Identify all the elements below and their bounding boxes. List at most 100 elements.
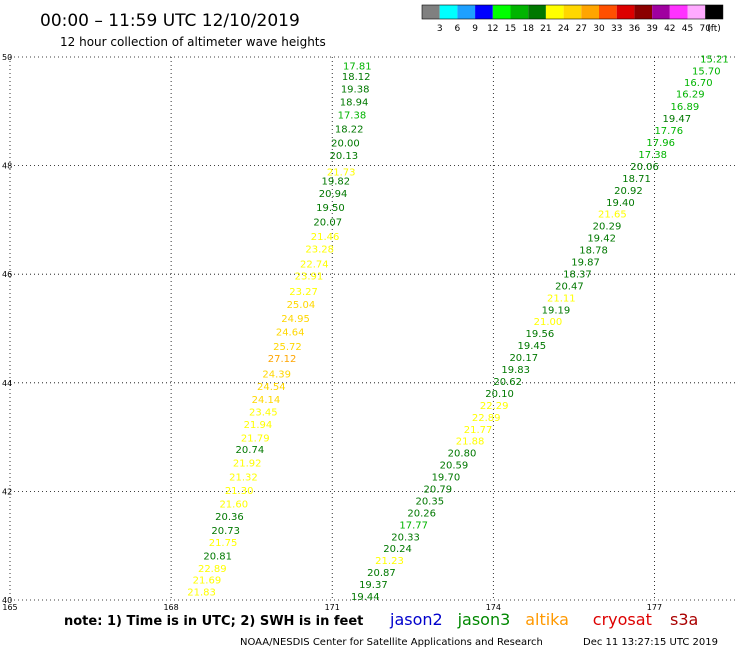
- wave-height-label: 20.17: [509, 353, 538, 364]
- colorbar-swatch: [475, 5, 493, 19]
- colorbar-swatch: [669, 5, 688, 19]
- wave-height-label: 22.89: [472, 413, 501, 424]
- x-tick-label: 165: [2, 603, 17, 612]
- wave-height-label: 21.77: [464, 425, 493, 436]
- wave-height-label: 17.96: [646, 138, 675, 149]
- colorbar-label: 33: [611, 24, 622, 34]
- colorbar-swatch: [422, 5, 440, 19]
- footer-timestamp: Dec 11 13:27:15 UTC 2019: [583, 637, 718, 648]
- colorbar-swatch: [510, 5, 529, 19]
- wave-height-label: 18.94: [340, 97, 369, 108]
- wave-height-label: 19.40: [606, 198, 635, 209]
- wave-height-label: 20.80: [448, 449, 477, 460]
- wave-height-label: 19.42: [587, 234, 616, 245]
- wave-height-label: 19.50: [316, 203, 345, 214]
- wave-height-label: 20.73: [211, 526, 240, 537]
- colorbar-label: 9: [472, 24, 478, 34]
- colorbar-swatch: [545, 5, 564, 19]
- wave-height-label: 21.92: [233, 458, 262, 469]
- wave-height-label: 20.47: [555, 281, 584, 292]
- wave-height-label: 20.87: [367, 568, 396, 579]
- y-tick-label: 44: [2, 379, 12, 388]
- colorbar-label: 15: [505, 24, 516, 34]
- wave-height-label: 23.91: [295, 272, 324, 283]
- y-tick-label: 50: [2, 53, 12, 62]
- wave-height-label: 17.77: [399, 520, 428, 531]
- track-2: 15.2115.7016.7016.2916.8919.4717.7617.96…: [351, 54, 729, 603]
- colorbar-swatch: [528, 5, 546, 19]
- wave-height-label: 20.35: [415, 496, 444, 507]
- wave-height-label: 20.62: [493, 377, 522, 388]
- colorbar-label: 18: [522, 24, 534, 34]
- y-tick-label: 40: [2, 596, 12, 605]
- legend-s3a: s3a: [670, 610, 698, 629]
- wave-height-label: 20.29: [593, 222, 622, 233]
- chart-subtitle: 12 hour collection of altimeter wave hei…: [60, 35, 326, 49]
- wave-height-label: 20.26: [407, 508, 436, 519]
- wave-height-label: 23.27: [289, 287, 318, 298]
- colorbar-frame: [421, 4, 724, 20]
- y-tick-label: 46: [2, 270, 12, 279]
- colorbar-swatch: [457, 5, 476, 19]
- x-tick-label: 171: [325, 603, 340, 612]
- colorbar-label: 36: [629, 24, 641, 34]
- wave-height-label: 21.73: [327, 167, 356, 178]
- wave-height-label: 25.04: [287, 300, 316, 311]
- legend-altika: altika: [525, 610, 569, 629]
- wave-height-label: 20.81: [203, 551, 232, 562]
- wave-height-label: 21.00: [534, 317, 563, 328]
- wave-height-label: 21.83: [187, 588, 216, 599]
- wave-height-label: 20.00: [331, 139, 360, 150]
- wave-height-label: 22.74: [300, 260, 329, 271]
- wave-height-label: 21.30: [225, 486, 254, 497]
- wave-height-label: 20.92: [614, 186, 643, 197]
- wave-height-label: 17.38: [638, 150, 667, 161]
- wave-height-label: 22.89: [198, 564, 227, 575]
- colorbar-swatch: [563, 5, 582, 19]
- wave-height-label: 21.11: [547, 293, 576, 304]
- x-tick-label: 168: [163, 603, 178, 612]
- wave-height-label: 18.12: [342, 72, 371, 83]
- footer-credit: NOAA/NESDIS Center for Satellite Applica…: [240, 637, 543, 648]
- footer-note: note: 1) Time is in UTC; 2) SWH is in fe…: [64, 614, 363, 629]
- wave-height-label: 19.83: [501, 365, 530, 376]
- wave-height-label: 21.69: [193, 576, 222, 587]
- colorbar-label: 39: [646, 24, 658, 34]
- colorbar-label: 45: [682, 24, 693, 34]
- satellite-legend: jason2 jason3 altika cryosat s3a: [389, 610, 698, 629]
- wave-height-label: 17.81: [343, 61, 372, 72]
- wave-height-label: 21.23: [375, 556, 404, 567]
- wave-height-label: 22.29: [480, 401, 509, 412]
- wave-height-label: 16.29: [676, 90, 705, 101]
- colorbar-swatch: [687, 5, 706, 19]
- colorbar-label: 12: [487, 24, 498, 34]
- wave-height-label: 16.89: [671, 102, 700, 113]
- legend-jason3: jason3: [457, 610, 511, 629]
- wave-height-label: 19.82: [321, 177, 350, 188]
- wave-height-label: 19.56: [526, 329, 555, 340]
- wave-height-label: 19.45: [518, 341, 547, 352]
- wave-height-label: 20.79: [424, 484, 453, 495]
- wave-height-label: 20.13: [330, 151, 359, 162]
- colorbar-label: 24: [558, 24, 570, 34]
- legend-cryosat: cryosat: [593, 610, 652, 629]
- wave-height-label: 18.78: [579, 246, 608, 257]
- wave-height-label: 18.37: [563, 269, 592, 280]
- wave-height-label: 19.47: [663, 114, 692, 125]
- wave-height-label: 24.64: [276, 328, 305, 339]
- wave-height-label: 24.14: [252, 395, 281, 406]
- wave-height-label: 19.44: [351, 592, 380, 603]
- y-tick-label: 48: [2, 162, 12, 171]
- colorbar-swatch: [705, 5, 723, 19]
- legend-jason2: jason2: [389, 610, 443, 629]
- wave-height-label: 18.22: [335, 124, 364, 135]
- wave-height-label: 15.70: [692, 66, 721, 77]
- wave-height-label: 21.60: [219, 500, 248, 511]
- wave-height-label: 20.94: [319, 189, 348, 200]
- x-tick-label: 177: [647, 603, 662, 612]
- colorbar-swatch: [599, 5, 617, 19]
- colorbar-label: 3: [437, 24, 443, 34]
- wave-height-label: 24.95: [281, 314, 310, 325]
